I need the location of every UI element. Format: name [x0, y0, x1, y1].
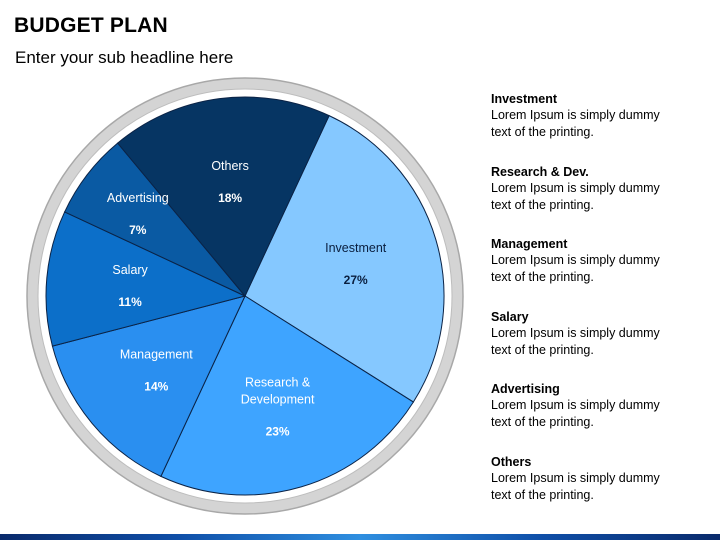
- pie-slice-label: Others: [211, 159, 249, 173]
- pie-slice-value: 23%: [266, 425, 290, 439]
- pie-slice-research-development: [160, 295, 415, 496]
- bottom-accent-bar: [0, 534, 720, 540]
- description-text-line: Lorem Ipsum is simply dummy: [491, 180, 660, 195]
- pie-labels: Investment 27% Research & Development 23% Man…: [107, 159, 387, 439]
- description-item-advertising: Advertising Lorem Ipsum is simply dummy …: [491, 381, 716, 454]
- pie-slice-label: Investment: [325, 241, 387, 255]
- pie-slice-label: Advertising: [107, 191, 169, 205]
- description-title: Research & Dev.: [491, 164, 589, 179]
- description-text-line: Lorem Ipsum is simply dummy: [491, 398, 660, 412]
- description-title: Salary: [491, 309, 529, 324]
- description-text-line: text of the printing.: [491, 487, 594, 502]
- pie-slice-label: Research &: [245, 376, 311, 390]
- description-title: Investment: [491, 92, 557, 106]
- page-subtitle: Enter your sub headline here: [15, 48, 234, 67]
- description-text-line: Lorem Ipsum is simply dummy: [491, 108, 660, 122]
- description-item-research: Research & Dev. Lorem Ipsum is simply du…: [491, 164, 716, 237]
- description-item-investment: Investment Lorem Ipsum is simply dummy t…: [491, 91, 716, 164]
- pie-slice-value: 11%: [118, 295, 142, 309]
- description-text-line: text of the printing.: [491, 125, 594, 139]
- pie-slices: [45, 96, 445, 496]
- description-text-line: Lorem Ipsum is simply dummy: [491, 325, 660, 340]
- pie-slice-label: Salary: [112, 263, 148, 277]
- pie-slice-management: [51, 295, 246, 478]
- description-text-line: Lorem Ipsum is simply dummy: [491, 253, 660, 267]
- description-item-others: Others Lorem Ipsum is simply dummy text …: [491, 454, 716, 527]
- pie-slice-investment: [244, 114, 445, 403]
- pie-slice-value: 18%: [218, 191, 242, 205]
- pie-slice-value: 14%: [144, 379, 168, 393]
- pie-slice-label: Development: [241, 393, 315, 407]
- description-list: Investment Lorem Ipsum is simply dummy t…: [491, 91, 716, 526]
- pie-slice-value: 27%: [344, 273, 368, 287]
- page-title: BUDGET PLAN: [14, 14, 168, 37]
- description-text-line: text of the printing.: [491, 197, 594, 212]
- description-text-line: Lorem Ipsum is simply dummy: [491, 470, 660, 485]
- description-text-line: text of the printing.: [491, 270, 594, 284]
- description-title: Advertising: [491, 382, 560, 396]
- description-title: Management: [491, 237, 568, 251]
- description-item-management: Management Lorem Ipsum is simply dummy t…: [491, 236, 716, 309]
- description-text-line: text of the printing.: [491, 415, 594, 429]
- description-item-salary: Salary Lorem Ipsum is simply dummy text …: [491, 309, 716, 382]
- pie-slice-value: 7%: [129, 223, 147, 237]
- pie-slice-others: [116, 96, 330, 297]
- pie-slice-label: Management: [120, 347, 193, 361]
- pie-slice-salary: [45, 211, 247, 347]
- description-text-line: text of the printing.: [491, 342, 594, 357]
- description-title: Others: [491, 454, 532, 469]
